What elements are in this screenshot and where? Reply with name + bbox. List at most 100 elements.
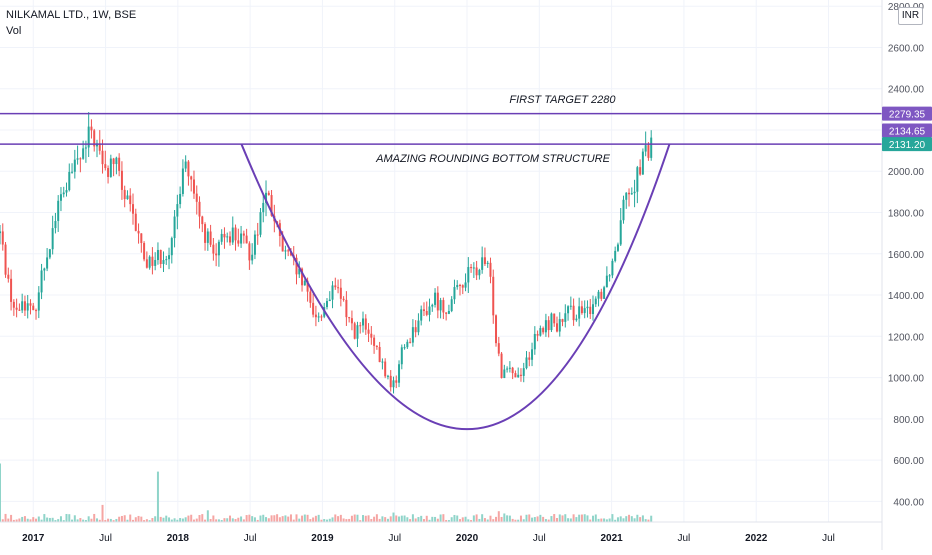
- candle-body: [436, 292, 439, 311]
- candle-body: [245, 235, 248, 244]
- candle-body: [145, 259, 148, 268]
- candle-body: [353, 323, 356, 339]
- volume-bar: [467, 519, 470, 522]
- candle-body: [381, 361, 384, 363]
- candle-body: [458, 285, 461, 287]
- currency-badge[interactable]: INR: [898, 7, 923, 25]
- volume-bar: [425, 515, 428, 522]
- candle-body: [265, 192, 268, 203]
- candle-body: [107, 168, 110, 177]
- candle-body: [481, 257, 484, 270]
- candle-body: [206, 231, 209, 243]
- volume-bar: [544, 519, 547, 522]
- candle-body: [115, 157, 118, 165]
- volume-bar: [201, 514, 204, 522]
- candle-body: [82, 148, 85, 159]
- volume-bar: [231, 518, 234, 522]
- volume-bar: [450, 517, 453, 522]
- y-tick-label: 2000.00: [888, 167, 925, 178]
- candle-body: [168, 255, 171, 260]
- volume-bar: [62, 520, 65, 522]
- volume-bar: [12, 519, 15, 522]
- candle-body: [62, 192, 65, 195]
- candle-body: [37, 292, 40, 311]
- volume-bar: [384, 517, 387, 522]
- x-tick-label: Jul: [822, 533, 835, 544]
- y-axis[interactable]: 400.00 600.00 800.00 1000.00 1200.00 1400.00 1…: [881, 0, 925, 550]
- rounding-bottom-curve: [240, 143, 671, 430]
- candle-body: [567, 306, 570, 314]
- volume-bar: [245, 515, 248, 522]
- volume-bar: [109, 518, 112, 522]
- candle-body: [331, 285, 334, 300]
- candle-body: [373, 337, 376, 346]
- volume-bar: [298, 518, 301, 522]
- candle-body: [528, 357, 531, 360]
- candle-body: [447, 310, 450, 314]
- volume-bar: [104, 519, 107, 522]
- candle-body: [262, 202, 265, 213]
- candle-body: [179, 193, 182, 205]
- volume-bar: [54, 520, 57, 522]
- volume-bar: [436, 518, 439, 522]
- volume-bar: [553, 514, 556, 522]
- volume-bar: [82, 519, 85, 522]
- candle-body: [12, 301, 15, 308]
- volume-bar: [475, 514, 478, 522]
- candle-body: [342, 298, 345, 300]
- candle-body: [508, 367, 511, 369]
- volume-indicator-label[interactable]: Vol: [6, 25, 22, 37]
- volume-bar: [48, 517, 51, 522]
- candle-body: [23, 301, 26, 311]
- candle-body: [328, 299, 331, 302]
- candle-body: [159, 249, 162, 265]
- candle-body: [54, 220, 57, 229]
- candle-body: [558, 319, 561, 332]
- volume-bar: [145, 519, 148, 522]
- volume-bar: [325, 519, 328, 522]
- volume-bar: [209, 519, 212, 522]
- x-axis[interactable]: 2017 Jul 2018 Jul 2019 Jul 2020 Jul 2021 Jul 2022 J…: [0, 521, 882, 544]
- candle-body: [101, 150, 104, 165]
- volume-bar: [223, 518, 226, 522]
- price-candles: [0, 112, 653, 394]
- volume-bar: [605, 519, 608, 522]
- candle-body: [259, 212, 262, 235]
- drawings[interactable]: [0, 112, 882, 430]
- candle-body: [184, 161, 187, 169]
- volume-bar: [176, 519, 179, 522]
- candle-body: [220, 233, 223, 242]
- volume-bar: [644, 519, 647, 522]
- candle-body: [597, 291, 600, 299]
- volume-bar: [234, 519, 237, 522]
- candle-body: [129, 195, 132, 205]
- candle-body: [644, 145, 647, 152]
- candle-body: [497, 343, 500, 354]
- candle-body: [519, 374, 522, 376]
- candle-body: [267, 192, 270, 196]
- candle-body: [32, 305, 35, 311]
- volume-bar: [59, 516, 62, 522]
- candle-body: [483, 257, 486, 264]
- volume-bar: [442, 514, 445, 522]
- candle-body: [580, 306, 583, 314]
- volume-bar: [492, 519, 495, 522]
- candle-body: [611, 260, 614, 276]
- candle-body: [400, 347, 403, 365]
- volume-bar: [37, 516, 40, 522]
- volume-bar: [278, 517, 281, 522]
- candle-body: [592, 304, 595, 315]
- candle-body: [489, 262, 492, 277]
- volume-bar: [170, 519, 173, 522]
- symbol-title[interactable]: NILKAMAL LTD., 1W, BSE: [6, 9, 137, 21]
- candle-body: [40, 270, 43, 293]
- candle-body: [411, 327, 414, 343]
- volume-bar: [600, 518, 603, 522]
- volume-bar: [386, 518, 389, 522]
- volume-bar: [154, 516, 157, 522]
- x-tick-label: 2017: [22, 533, 45, 544]
- candle-body: [345, 299, 348, 318]
- candle-body: [148, 256, 151, 268]
